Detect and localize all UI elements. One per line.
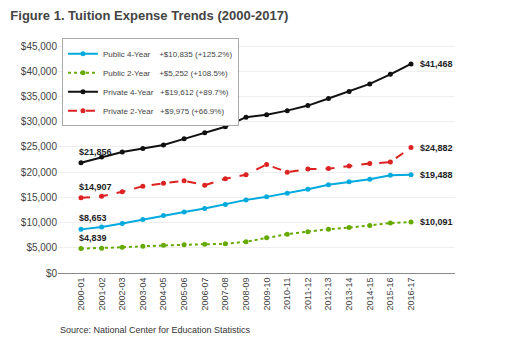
svg-text:$10,091: $10,091 [420, 217, 453, 227]
svg-text:$14,907: $14,907 [79, 182, 112, 192]
svg-text:2005-06: 2005-06 [179, 278, 189, 311]
svg-text:Figure 1. Tuition Expense Tren: Figure 1. Tuition Expense Trends (2000-2… [10, 8, 288, 23]
svg-text:$30,000: $30,000 [21, 116, 58, 127]
svg-text:2000-01: 2000-01 [76, 278, 86, 311]
svg-text:Private 2-Year +$9,975 (+66.: Private 2-Year +$9,975 (+66.9%) [103, 107, 224, 116]
svg-text:$21,856: $21,856 [79, 147, 112, 157]
svg-text:2002-03: 2002-03 [117, 278, 127, 311]
svg-text:2013-14: 2013-14 [344, 278, 354, 311]
svg-text:2003-04: 2003-04 [138, 278, 148, 311]
svg-text:2010-11: 2010-11 [282, 278, 292, 310]
svg-text:$40,000: $40,000 [21, 66, 58, 77]
svg-text:2009-10: 2009-10 [262, 278, 272, 311]
svg-text:2001-02: 2001-02 [97, 278, 107, 311]
svg-text:$24,882: $24,882 [420, 143, 453, 153]
svg-text:$41,468: $41,468 [420, 59, 453, 69]
svg-text:Public 4-Year +$10,835 (+12: Public 4-Year +$10,835 (+125.2%) [103, 50, 232, 59]
svg-text:$5,000: $5,000 [26, 242, 57, 253]
svg-text:2012-13: 2012-13 [323, 278, 333, 311]
svg-text:$25,000: $25,000 [21, 141, 58, 152]
svg-text:Source: National Center for Ed: Source: National Center for Education St… [60, 325, 251, 335]
svg-text:2006-07: 2006-07 [200, 278, 210, 311]
svg-text:$45,000: $45,000 [21, 41, 58, 52]
svg-text:2011-12: 2011-12 [303, 278, 313, 310]
svg-text:Public 2-Year +$5,252 (+108: Public 2-Year +$5,252 (+108.5%) [103, 69, 228, 78]
svg-text:$8,653: $8,653 [79, 213, 107, 223]
svg-text:$4,839: $4,839 [79, 233, 107, 243]
svg-text:2016-17: 2016-17 [406, 278, 416, 311]
svg-text:$15,000: $15,000 [21, 192, 58, 203]
svg-text:2007-08: 2007-08 [220, 278, 230, 311]
svg-text:$0: $0 [46, 268, 58, 279]
svg-text:2004-05: 2004-05 [158, 278, 168, 311]
svg-text:$19,488: $19,488 [420, 170, 453, 180]
svg-text:$20,000: $20,000 [21, 167, 58, 178]
svg-text:$10,000: $10,000 [21, 217, 58, 228]
svg-text:2015-16: 2015-16 [385, 278, 395, 311]
svg-text:$35,000: $35,000 [21, 91, 58, 102]
svg-text:2008-09: 2008-09 [241, 278, 251, 311]
svg-text:Private 4-Year +$19,612 (+89: Private 4-Year +$19,612 (+89.7%) [103, 88, 229, 97]
svg-text:2014-15: 2014-15 [365, 278, 375, 311]
